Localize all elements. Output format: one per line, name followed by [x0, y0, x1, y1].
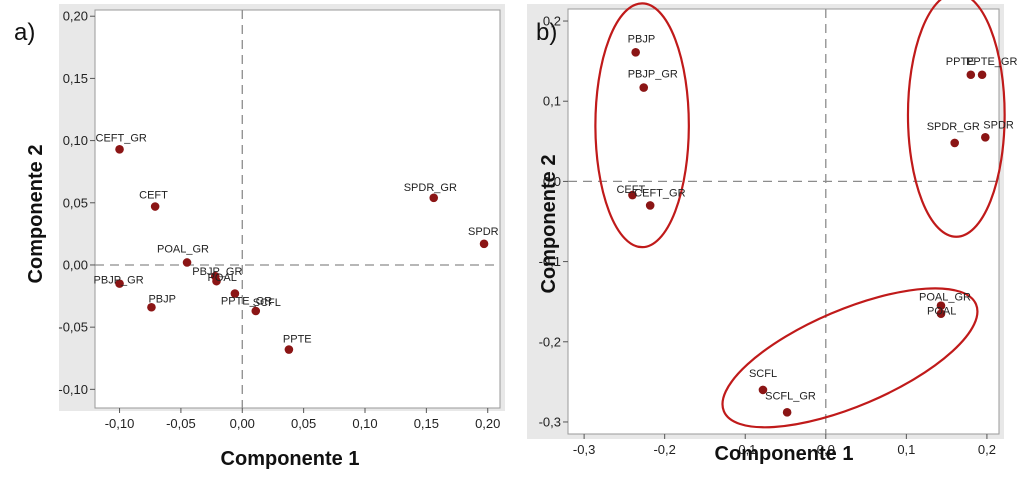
chart-a-point-label: SPDR_GR [404, 182, 457, 194]
chart-b-point-label: SCFL_GR [765, 390, 816, 402]
chart-a-point-label: PPTE_GR [221, 296, 272, 308]
chart-b-data-point [950, 138, 959, 148]
chart-a-point-label: PPTE [283, 334, 312, 346]
chart-b-x-tick-label: -0,3 [573, 442, 595, 457]
chart-b-y-tick-label: -0,2 [539, 334, 561, 349]
chart-a-data-point [479, 239, 489, 249]
chart-a-y-tick-label: 0,15 [63, 71, 88, 86]
chart-a-panel-label: a) [14, 19, 35, 46]
chart-b-x-tick-label: 0,0 [817, 442, 835, 457]
chart-b-data-point [631, 48, 640, 57]
chart-a-x-tick-label: -0,05 [166, 416, 196, 431]
chart-b-x-tick-label: 0,2 [978, 442, 996, 457]
chart-b-data-point [936, 301, 946, 310]
chart-a-point-label: CEFT [139, 190, 168, 202]
chart-b-data-point [645, 201, 655, 210]
chart-b-data-point [628, 190, 637, 200]
chart-b-point-label: CEFT [616, 184, 645, 196]
chart-a-point-label: CEFT_GR [96, 132, 147, 144]
chart-b-group-ellipse [906, 0, 1006, 238]
chart-a-y-tick-label: -0,05 [58, 320, 88, 335]
chart-a-data-point [429, 193, 439, 203]
chart-a-point-label: POAL_GR [157, 243, 209, 255]
chart-b-point-label: POAL [927, 306, 956, 318]
chart-a-data-point [115, 279, 124, 288]
chart-a-x-axis-label: Componente 1 [221, 448, 360, 470]
chart-b-x-tick-label: -0,2 [653, 442, 675, 457]
chart-b-point-label: SPDR_GR [927, 121, 980, 133]
chart-b-x-axis-label: Componente 1 [715, 443, 854, 465]
chart-a-point-label: PBJP_GR [94, 275, 144, 287]
chart-a-data-point [147, 302, 156, 312]
chart-a-y-tick-label: 0,20 [63, 9, 88, 24]
chart-a-data-point [230, 289, 240, 298]
chart-a-data-point [182, 258, 192, 267]
chart-a-data-point [284, 345, 294, 354]
chart-b-point-label: PBJP [628, 33, 656, 45]
chart-b-point-label: PBJP_GR [628, 69, 678, 81]
chart-b-y-tick-label: 0,1 [543, 94, 561, 109]
chart-b-point-label: POAL_GR [919, 292, 971, 304]
chart-b-data-point [981, 133, 990, 142]
chart-a-y-tick-label: 0,05 [63, 195, 88, 210]
chart-a-y-axis-label: Componente 2 [25, 145, 47, 284]
chart-a-data-point [115, 145, 124, 154]
chart-a-x-tick-label: -0,10 [105, 416, 135, 431]
chart-a-data-point [251, 306, 261, 316]
chart-b-data-point [977, 70, 987, 80]
chart-a-y-tick-label: -0,10 [58, 382, 88, 397]
chart-a-y-tick-label: 0,10 [63, 133, 88, 148]
chart-a-point-label: PBJP [148, 293, 176, 305]
chart-a-y-tick-label: 0,00 [63, 257, 88, 272]
chart-b-y-axis-label: Componente 2 [538, 155, 560, 294]
chart-b-y-tick-label: 0,2 [543, 14, 561, 29]
chart-b-data-point [936, 309, 946, 319]
chart-b-x-tick-label: 0,1 [897, 442, 915, 457]
chart-b-group-ellipse [721, 287, 979, 429]
chart-a-data-point [212, 276, 221, 286]
chart-a-plot-area [94, 9, 501, 409]
chart-b-data-point [639, 83, 649, 92]
chart-b-y-tick-label: -0,1 [539, 254, 561, 269]
chart-b-y-tick-label: -0,3 [539, 414, 561, 429]
chart-b-point-label: SCFL [749, 368, 777, 380]
chart-b-point-label: CEFT_GR [634, 187, 685, 199]
chart-a-point-label: POAL [208, 272, 237, 284]
chart-a-data-point [150, 202, 160, 211]
chart-b-panel-label: b) [536, 19, 557, 46]
chart-a-x-tick-label: 0,20 [475, 416, 500, 431]
chart-b-plot-area [567, 8, 1000, 435]
chart-b-x-tick-label: -0,1 [734, 442, 756, 457]
chart-b-point-label: PPTE_GR [966, 56, 1017, 68]
chart-b-data-point [758, 385, 768, 395]
chart-a-x-tick-label: 0,05 [291, 416, 316, 431]
chart-a-x-tick-label: 0,15 [414, 416, 439, 431]
chart-b-data-point [782, 408, 792, 417]
chart-a-point-label: SPDR [468, 226, 499, 238]
chart-a-x-tick-label: 0,00 [230, 416, 255, 431]
chart-b-y-tick-label: 0,0 [543, 174, 561, 189]
chart-a-point-label: PBJP_GR [192, 266, 242, 278]
chart-a-point-label: SCFL [253, 297, 281, 309]
chart-b-point-label: PPTE [946, 56, 975, 68]
chart-b-group-ellipse [594, 2, 690, 249]
chart-a-x-tick-label: 0,10 [352, 416, 377, 431]
chart-b-point-label: SPDR [983, 119, 1014, 131]
chart-b-data-point [966, 70, 976, 80]
